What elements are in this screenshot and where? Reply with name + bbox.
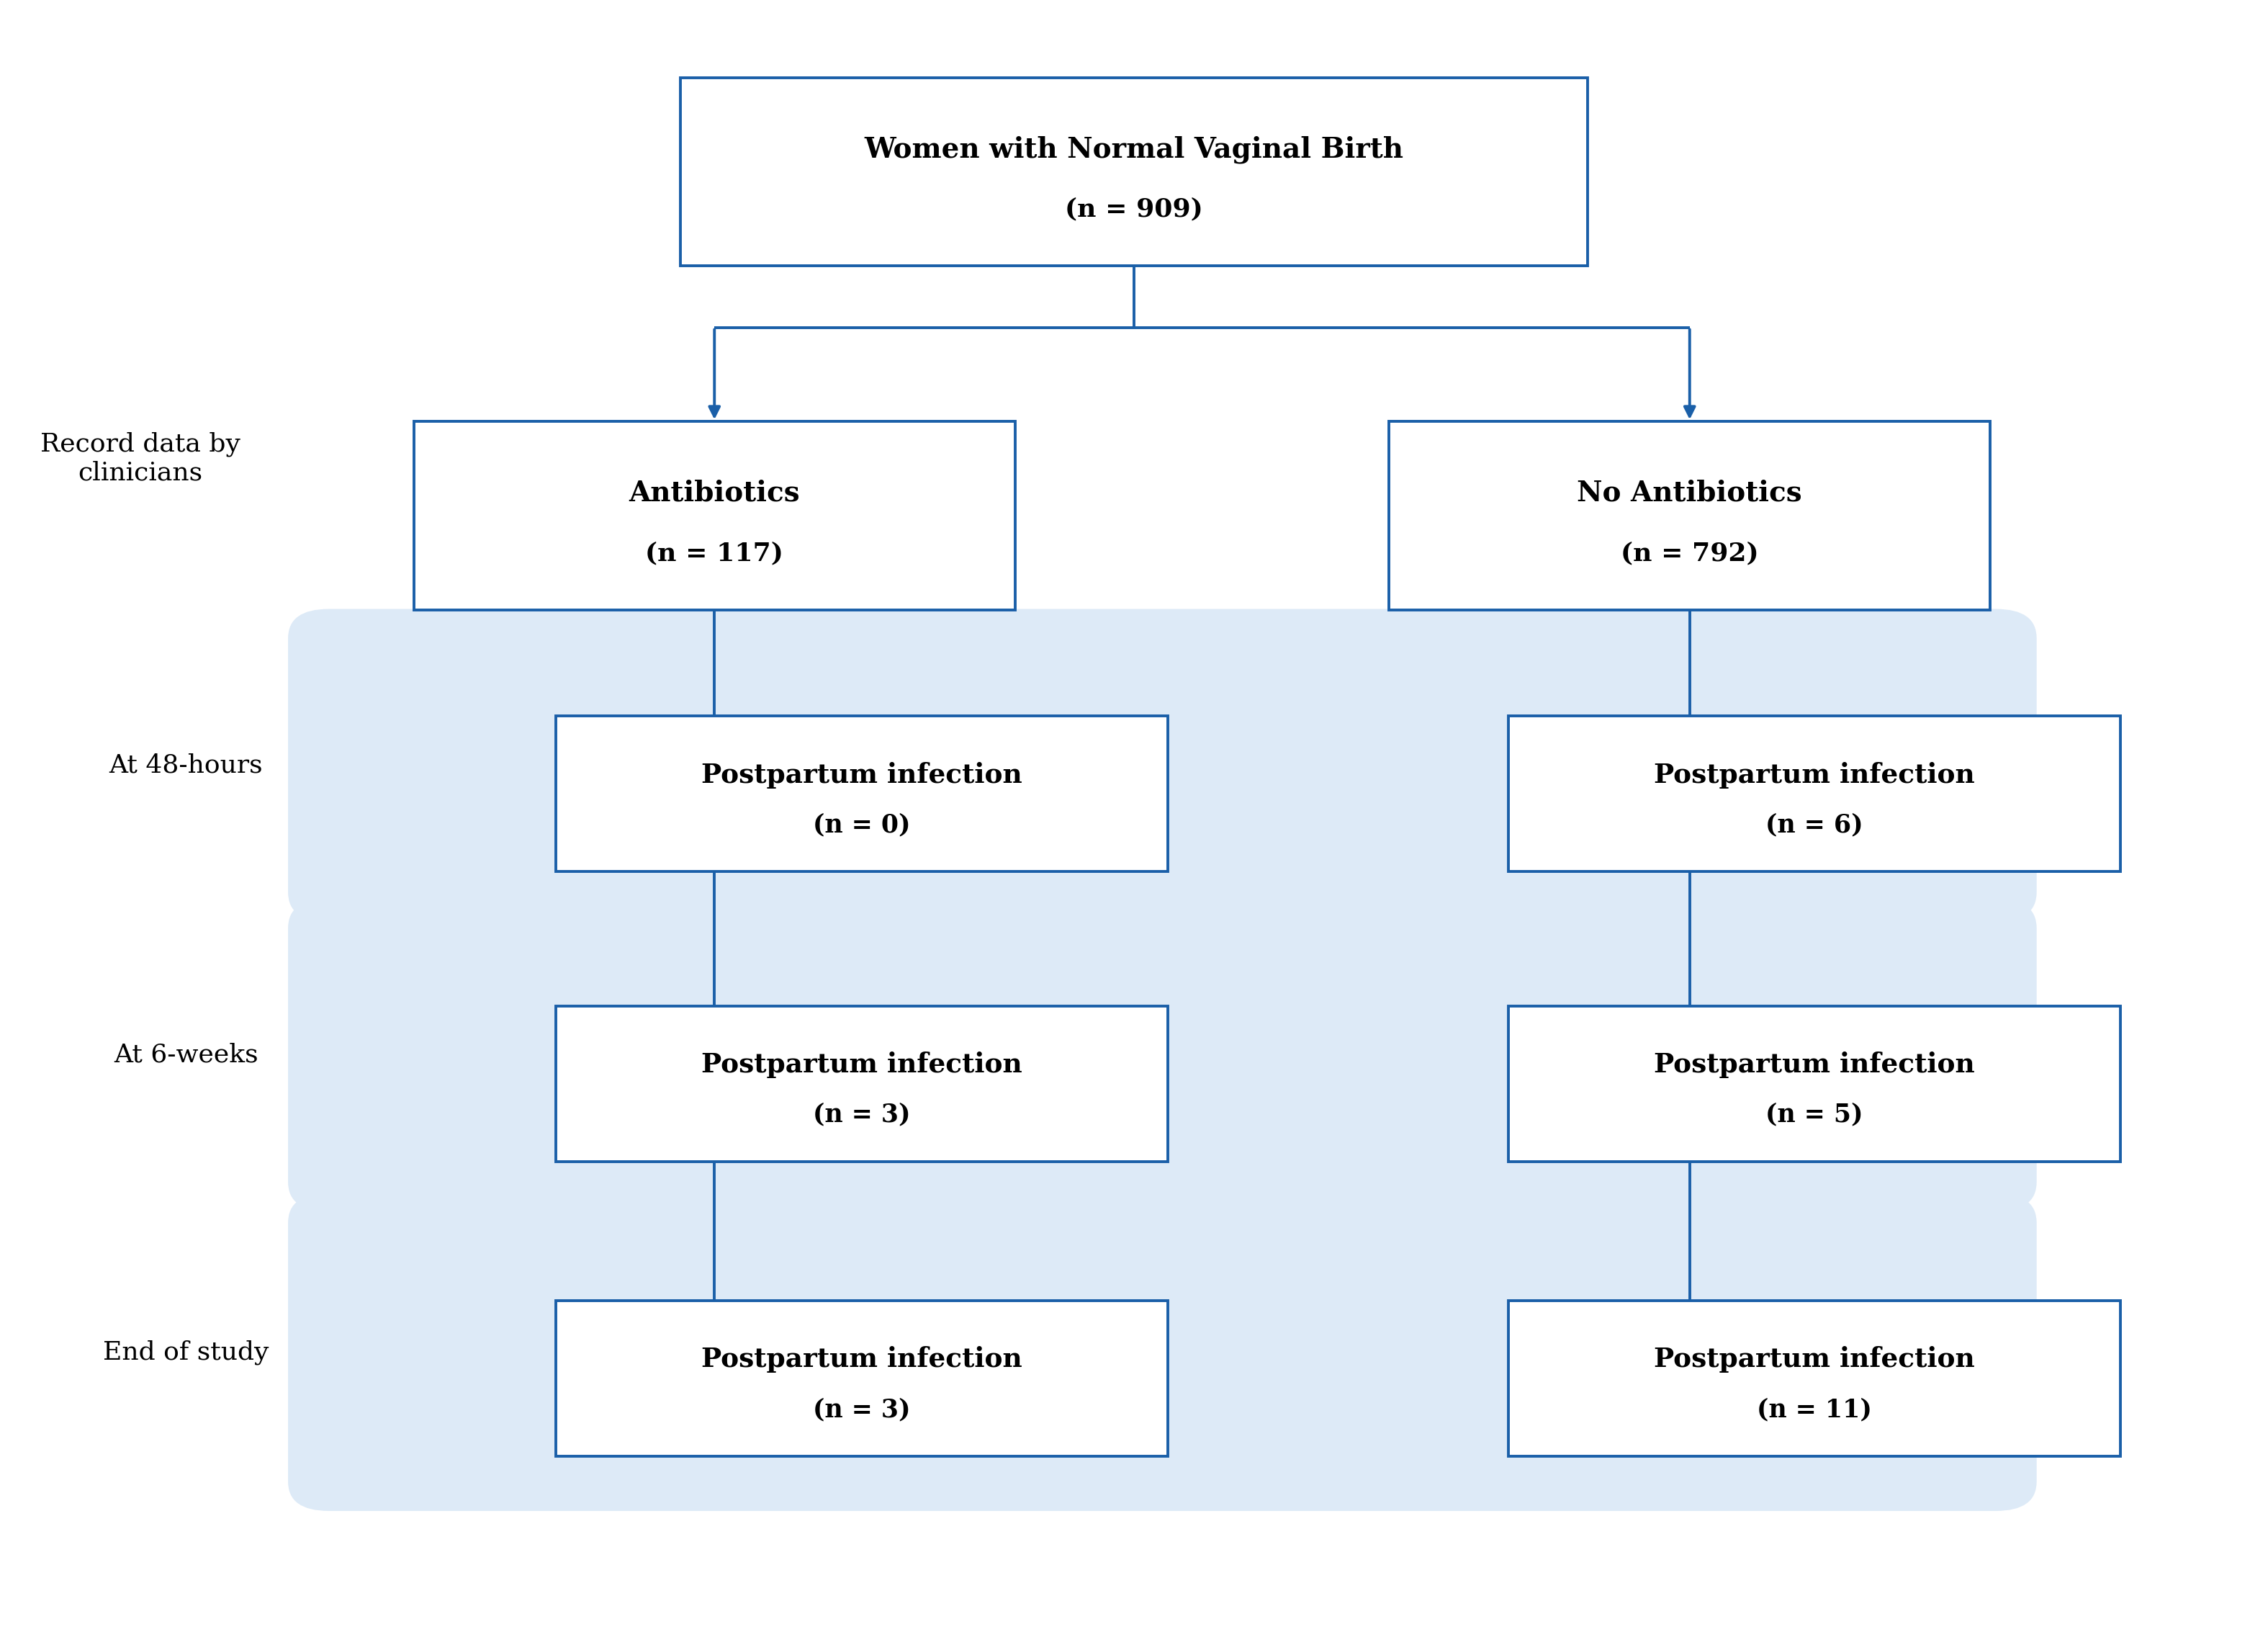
Text: (n = 909): (n = 909) <box>1066 198 1202 221</box>
FancyBboxPatch shape <box>1508 1005 2121 1162</box>
Text: Antibiotics: Antibiotics <box>628 480 801 507</box>
FancyBboxPatch shape <box>288 609 2037 922</box>
Text: (n = 3): (n = 3) <box>812 1103 912 1126</box>
FancyBboxPatch shape <box>1388 421 1991 609</box>
Text: (n = 3): (n = 3) <box>812 1398 912 1421</box>
FancyBboxPatch shape <box>1508 1300 2121 1457</box>
FancyBboxPatch shape <box>288 1193 2037 1511</box>
Text: Postpartum infection: Postpartum infection <box>1653 1051 1975 1079</box>
Text: Postpartum infection: Postpartum infection <box>1653 1346 1975 1373</box>
Text: (n = 6): (n = 6) <box>1765 814 1864 837</box>
Text: Postpartum infection: Postpartum infection <box>701 761 1023 789</box>
Text: End of study: End of study <box>102 1339 270 1365</box>
Text: At 6-weeks: At 6-weeks <box>113 1043 259 1067</box>
FancyBboxPatch shape <box>556 1300 1168 1457</box>
FancyBboxPatch shape <box>413 421 1016 609</box>
FancyBboxPatch shape <box>556 1005 1168 1162</box>
Text: (n = 11): (n = 11) <box>1758 1398 1871 1421</box>
Text: At 48-hours: At 48-hours <box>109 753 263 778</box>
Text: Women with Normal Vaginal Birth: Women with Normal Vaginal Birth <box>864 136 1404 164</box>
FancyBboxPatch shape <box>288 899 2037 1211</box>
Text: Postpartum infection: Postpartum infection <box>1653 761 1975 789</box>
Text: (n = 5): (n = 5) <box>1765 1103 1864 1126</box>
FancyBboxPatch shape <box>1508 717 2121 871</box>
Text: No Antibiotics: No Antibiotics <box>1576 480 1803 507</box>
Text: Postpartum infection: Postpartum infection <box>701 1051 1023 1079</box>
Text: Postpartum infection: Postpartum infection <box>701 1346 1023 1373</box>
Text: (n = 792): (n = 792) <box>1622 542 1758 565</box>
FancyBboxPatch shape <box>680 77 1588 265</box>
Text: (n = 0): (n = 0) <box>812 814 912 837</box>
Text: (n = 117): (n = 117) <box>646 542 782 565</box>
FancyBboxPatch shape <box>556 717 1168 871</box>
Text: Record data by
clinicians: Record data by clinicians <box>41 432 240 485</box>
